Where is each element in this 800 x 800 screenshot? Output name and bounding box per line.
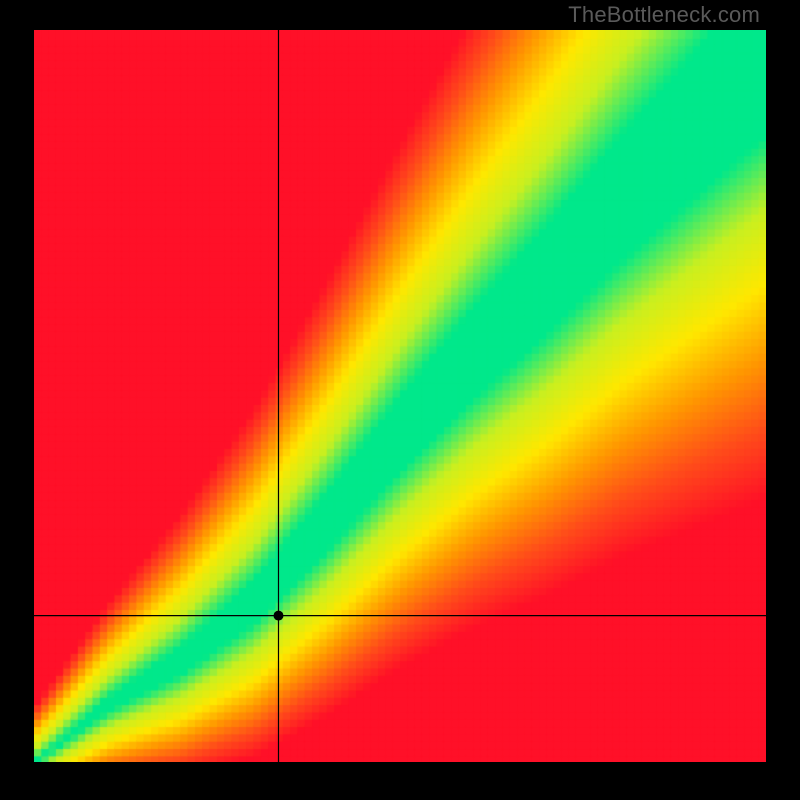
watermark-text: TheBottleneck.com (568, 2, 760, 28)
bottleneck-heatmap (34, 30, 766, 762)
